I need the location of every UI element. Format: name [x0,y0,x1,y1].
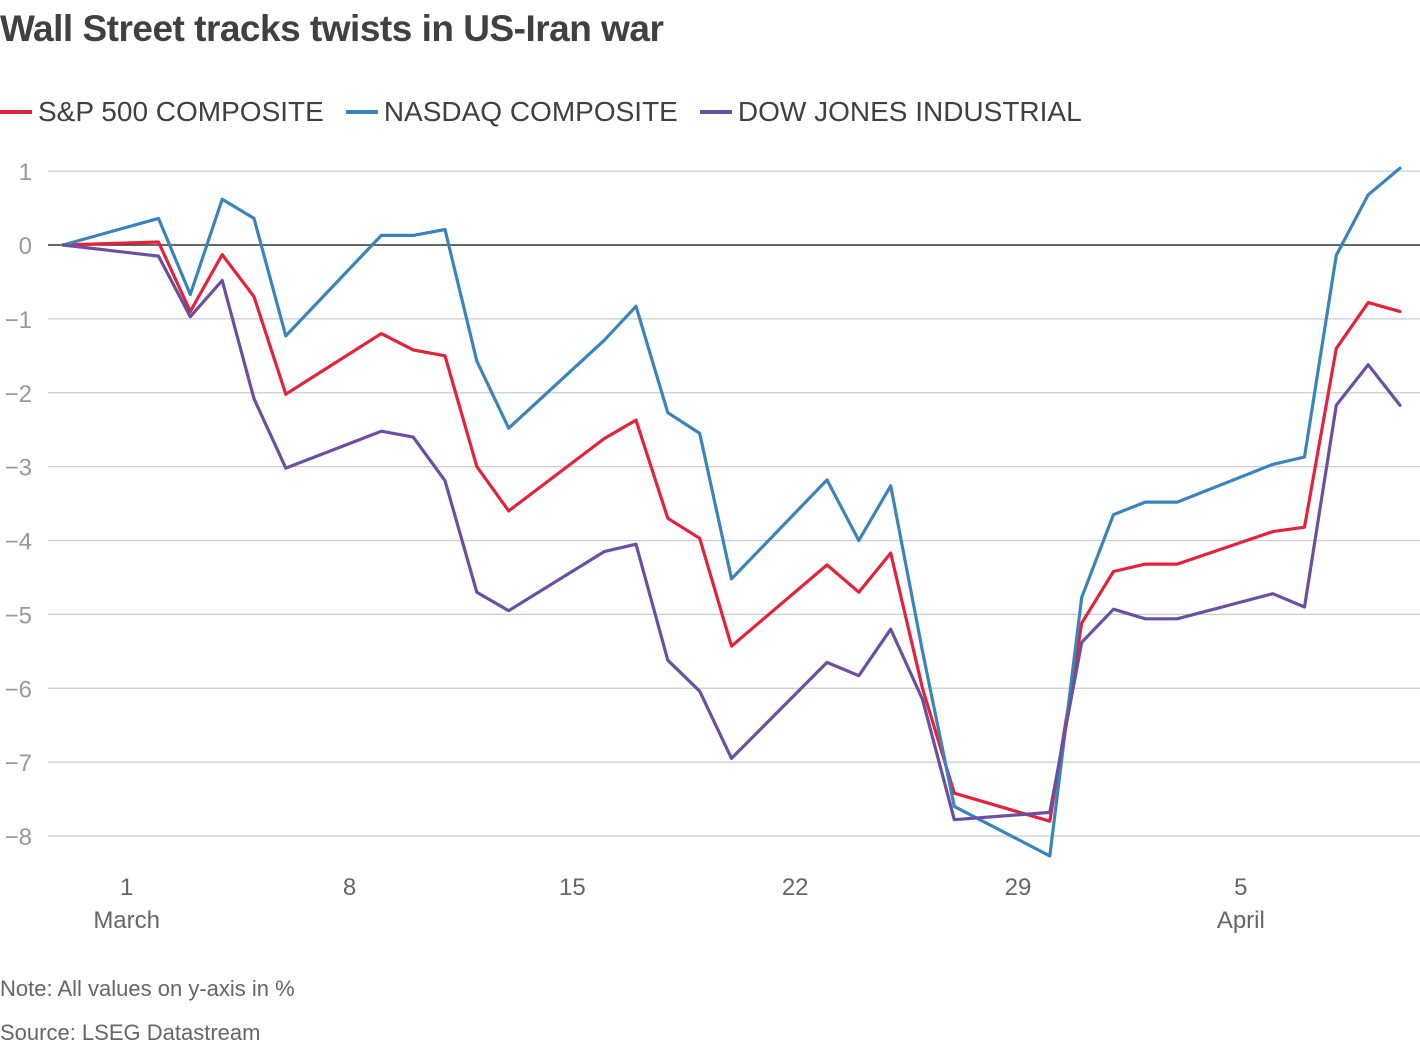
y-tick-label: −7 [5,750,32,777]
x-tick-label: 1 [120,874,133,901]
y-tick-label: −5 [5,602,32,629]
y-tick-label: −1 [5,307,32,334]
chart-title: Wall Street tracks twists in US-Iran war [0,8,664,49]
x-tick-sublabel: March [93,907,160,934]
legend-label-nasdaq: NASDAQ COMPOSITE [383,96,678,127]
series-line-nasdaq [61,166,1402,858]
chart-note: Note: All values on y-axis in % [0,976,295,1001]
legend-swatch-dow [699,110,732,114]
legend-swatch-nasdaq [345,110,378,114]
y-axis: 1 0 −1 −2 −3 −4 −5 −6 −7 −8 [5,159,32,851]
x-axis: 1 March 8 15 22 29 5 April [93,874,1265,934]
chart-source: Source: LSEG Datastream [0,1020,261,1045]
y-tick-label: −4 [5,529,32,556]
legend-swatch-sp500 [0,110,32,114]
y-tick-label: −6 [5,676,32,703]
series-lines [61,166,1402,858]
legend-item-sp500: S&P 500 COMPOSITE [0,96,324,128]
legend: S&P 500 COMPOSITE NASDAQ COMPOSITE DOW J… [0,92,1104,132]
grid [48,170,1420,837]
x-tick-label: 29 [1005,874,1032,901]
series-line-sp500 [61,240,1402,823]
legend-label-dow: DOW JONES INDUSTRIAL [737,96,1082,127]
y-tick-label: −3 [5,455,32,482]
series-line-dow [61,243,1402,822]
x-tick-label: 8 [343,874,356,901]
x-tick-label: 22 [782,874,809,901]
y-tick-label: −2 [5,381,32,408]
line-chart: 1 0 −1 −2 −3 −4 −5 −6 −7 −8 1 March 8 15 22 29 5 April [5,159,1420,934]
x-tick-label: 15 [559,874,586,901]
x-tick-sublabel: April [1217,907,1265,934]
legend-label-sp500: S&P 500 COMPOSITE [38,96,324,127]
y-tick-label: 1 [19,159,32,186]
y-tick-label: −8 [5,824,32,851]
x-tick-label: 5 [1234,874,1247,901]
legend-item-dow: DOW JONES INDUSTRIAL [699,96,1082,128]
legend-item-nasdaq: NASDAQ COMPOSITE [345,96,678,128]
y-tick-label: 0 [19,233,32,260]
